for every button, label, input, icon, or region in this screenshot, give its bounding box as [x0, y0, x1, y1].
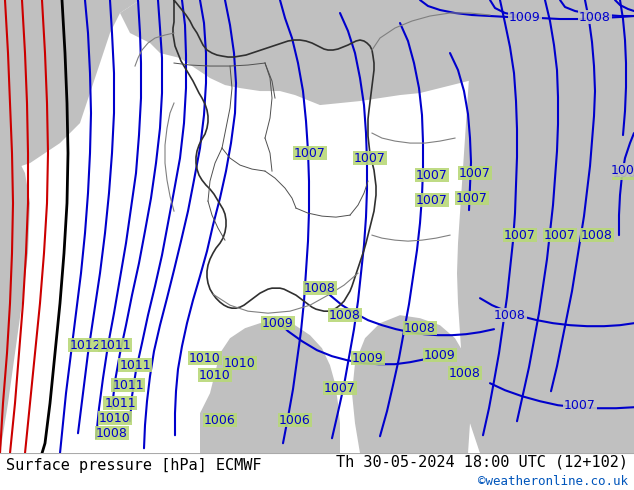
Text: 1007: 1007	[504, 229, 536, 242]
Text: Th 30-05-2024 18:00 UTC (12+102): Th 30-05-2024 18:00 UTC (12+102)	[335, 455, 628, 470]
Text: 1011: 1011	[99, 339, 131, 352]
Text: 1008: 1008	[579, 10, 611, 24]
Text: ©weatheronline.co.uk: ©weatheronline.co.uk	[477, 475, 628, 489]
Text: 1010: 1010	[224, 357, 256, 369]
Text: 1008: 1008	[304, 282, 336, 294]
Text: 1007: 1007	[456, 192, 488, 205]
Text: 1007: 1007	[459, 167, 491, 180]
Text: 1006: 1006	[204, 414, 236, 427]
Text: 1009: 1009	[509, 10, 541, 24]
Text: 1007: 1007	[416, 169, 448, 182]
Text: 1007: 1007	[611, 164, 634, 176]
Text: 1008: 1008	[404, 321, 436, 335]
Text: 1009: 1009	[262, 317, 294, 330]
Text: 1008: 1008	[96, 427, 128, 440]
Polygon shape	[457, 0, 634, 453]
Text: 1008: 1008	[329, 309, 361, 321]
Text: Surface pressure [hPa] ECMWF: Surface pressure [hPa] ECMWF	[6, 458, 262, 472]
Text: 1007: 1007	[416, 194, 448, 207]
Text: 1011: 1011	[119, 359, 151, 372]
Text: 1008: 1008	[581, 229, 613, 242]
Text: 1010: 1010	[189, 352, 221, 365]
Text: 1011: 1011	[104, 397, 136, 410]
Text: 1008: 1008	[494, 309, 526, 321]
Text: 1007: 1007	[564, 399, 596, 412]
Polygon shape	[120, 0, 634, 105]
Polygon shape	[352, 315, 472, 453]
Polygon shape	[0, 0, 140, 173]
Text: 1011: 1011	[112, 379, 144, 392]
Text: 1010: 1010	[199, 368, 231, 382]
Polygon shape	[0, 143, 30, 453]
Text: 1008: 1008	[449, 367, 481, 380]
Polygon shape	[200, 321, 340, 453]
Text: 1007: 1007	[544, 229, 576, 242]
Text: 1010: 1010	[99, 412, 131, 425]
Text: 1006: 1006	[279, 414, 311, 427]
Text: 1009: 1009	[424, 349, 456, 362]
Text: 1007: 1007	[354, 151, 386, 165]
Text: 1007: 1007	[294, 147, 326, 160]
Text: 1012: 1012	[69, 339, 101, 352]
Text: 100: 100	[613, 167, 634, 180]
Text: 1009: 1009	[352, 352, 384, 365]
Text: 1007: 1007	[324, 382, 356, 395]
